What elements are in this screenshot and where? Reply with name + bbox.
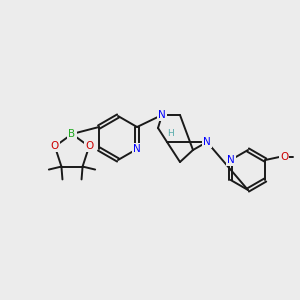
Text: N: N: [158, 110, 166, 120]
Text: H: H: [168, 130, 174, 139]
Text: N: N: [133, 144, 141, 154]
Text: N: N: [203, 137, 211, 147]
Text: O: O: [85, 141, 93, 152]
Text: N: N: [227, 155, 235, 165]
Text: O: O: [280, 152, 288, 162]
Text: O: O: [51, 141, 59, 152]
Text: B: B: [68, 129, 76, 139]
